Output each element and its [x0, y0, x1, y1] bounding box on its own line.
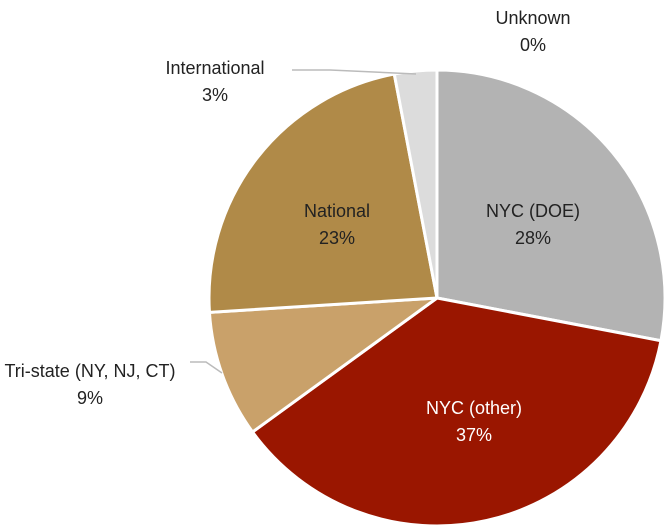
- category-label: NYC (DOE): [486, 201, 580, 221]
- value-label: 0%: [519, 35, 546, 55]
- slice-label: Tri-state (NY, NJ, CT) 9%: [0, 358, 183, 412]
- value-label: 28%: [514, 228, 552, 248]
- slice-label: NYC (other) 37%: [374, 395, 574, 449]
- category-label: NYC (other): [425, 398, 523, 418]
- category-label: International: [165, 58, 265, 78]
- slice-label: International 3%: [115, 55, 315, 109]
- pie-slice: [207, 72, 439, 314]
- leader-line: [190, 361, 223, 374]
- pie-slice: [251, 296, 663, 527]
- pie-slice: [207, 296, 439, 434]
- leader-line: [292, 69, 417, 75]
- value-label: 23%: [318, 228, 356, 248]
- category-label: Unknown: [495, 8, 571, 28]
- slice-label: NYC (DOE) 28%: [433, 198, 633, 252]
- value-label: 3%: [201, 85, 228, 105]
- category-label: National: [303, 201, 371, 221]
- value-label: 37%: [455, 425, 493, 445]
- slice-label: National 23%: [237, 198, 437, 252]
- slice-label: Unknown 0%: [433, 5, 633, 59]
- pie-slice: [435, 68, 666, 343]
- category-label: Tri-state (NY, NJ, CT): [4, 361, 176, 381]
- value-label: 9%: [76, 388, 103, 408]
